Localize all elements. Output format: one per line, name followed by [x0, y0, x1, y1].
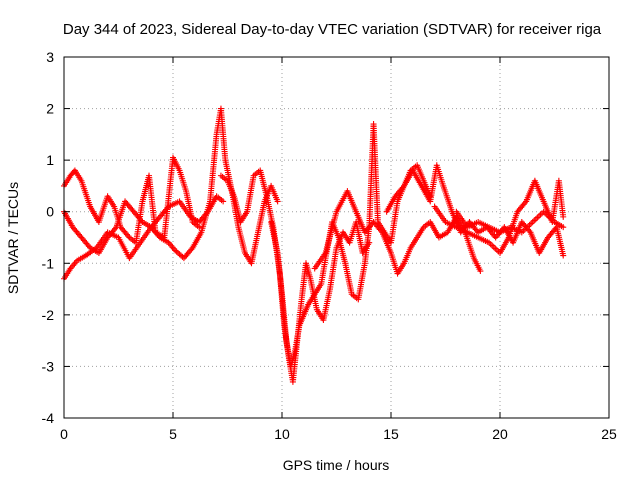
y-tick-label: -2	[42, 307, 55, 323]
series-trace-i	[453, 208, 567, 236]
x-axis-label: GPS time / hours	[283, 457, 390, 473]
plot-frame	[63, 56, 610, 419]
y-tick-label: 3	[46, 49, 54, 65]
x-tick-label: 10	[274, 426, 290, 442]
data-point	[560, 224, 567, 231]
data-point	[477, 268, 484, 275]
data-point	[560, 213, 567, 220]
data-point	[274, 198, 281, 205]
y-axis-label: SDTVAR / TECUs	[5, 182, 21, 294]
y-tick-label: 2	[46, 101, 54, 117]
y-tick-label: -1	[42, 255, 55, 271]
x-tick-label: 15	[383, 426, 399, 442]
x-tick-label: 0	[60, 426, 68, 442]
series-trace-h	[431, 177, 567, 256]
data-point	[196, 224, 203, 231]
y-tick-label: 1	[46, 152, 54, 168]
chart-title: Day 344 of 2023, Sidereal Day-to-day VTE…	[63, 21, 602, 38]
y-tick-labels: -4 -3 -2 -1 0 1 2 3	[42, 49, 55, 426]
series-trace-e	[268, 121, 434, 370]
axis-ticks	[63, 56, 610, 419]
series-trace-b	[61, 154, 203, 246]
data-points	[61, 105, 567, 385]
data-point	[220, 198, 227, 205]
x-tick-label: 5	[169, 426, 177, 442]
y-tick-label: -4	[42, 410, 55, 426]
y-tick-label: -3	[42, 358, 55, 374]
x-tick-label: 20	[492, 426, 508, 442]
x-tick-label: 25	[601, 426, 617, 442]
data-point	[560, 252, 567, 259]
x-tick-labels: 0 5 10 15 20 25	[60, 426, 617, 442]
y-tick-label: 0	[46, 204, 54, 220]
